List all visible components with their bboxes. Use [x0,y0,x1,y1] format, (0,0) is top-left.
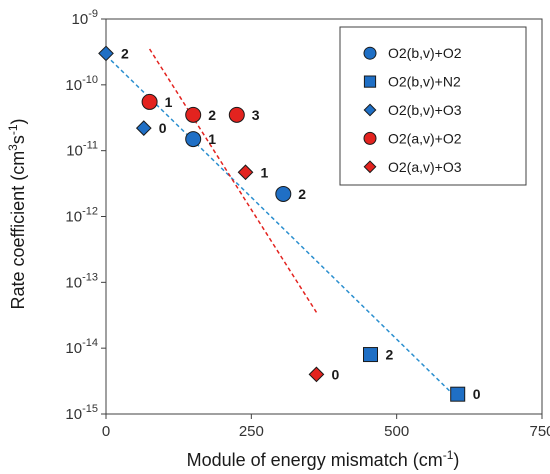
legend-marker [363,46,377,60]
data-point [228,106,245,123]
y-tick-label: 10-13 [65,271,98,291]
point-label: 0 [159,120,167,136]
y-tick-label-base: 10 [65,340,82,357]
data-point [141,93,158,110]
data-point [185,131,202,148]
y-tick-label-base: 10 [65,77,82,94]
point-label: 2 [121,45,129,61]
data-point [98,45,114,62]
y-tick-label-base: 10 [65,209,82,226]
point-label: 2 [208,107,216,123]
legend: O2(b,v)+O2 O2(b,v)+N2 O2(b,v)+O3 O2(a,v)+O2… [339,26,527,186]
y-tick-label: 10-11 [66,140,98,160]
x-tick-label: 500 [384,423,409,440]
y-tick-label: 10-12 [65,206,98,226]
y-axis-title: Rate coefficient (cm3s-1) [6,118,28,309]
legend-marker [363,75,377,88]
y-tick-label-exponent: -10 [82,74,98,86]
x-tick-label: 750 [529,423,550,440]
y-tick-label: 10-9 [72,8,98,28]
y-tick-label-exponent: -12 [82,206,98,218]
legend-label: O2(a,v)+O3 [388,159,462,175]
trend-line [105,54,459,400]
y-tick-label: 10-10 [65,74,98,94]
y-tick-label-exponent: -11 [83,140,98,152]
point-label: 1 [208,131,216,147]
y-tick-label-base: 10 [65,406,82,423]
y-tick-label: 10-14 [65,337,98,357]
data-point [237,164,254,181]
y-tick-label-base: 10 [65,274,82,291]
x-axis-title-tail: ) [453,450,459,470]
y-axis-title-sup2: -1 [6,124,20,135]
y-axis-title-main: Rate coefficient (cm [8,151,28,310]
point-label: 1 [165,94,173,110]
data-point [450,386,466,402]
data-point [308,366,325,383]
point-label: 3 [252,107,260,123]
point-label: 0 [331,366,339,382]
legend-label: O2(b,v)+O2 [388,45,462,61]
y-axis-title-mid: s [8,135,28,144]
legend-marker [363,131,377,145]
y-tick-label-exponent: -15 [82,403,98,415]
point-label: 0 [473,386,481,402]
x-axis-title: Module of energy mismatch (cm-1) [187,448,460,470]
legend-marker [363,160,377,174]
data-point [135,120,152,136]
x-tick-label: 250 [239,423,264,440]
trend-line [148,48,318,313]
data-point [185,106,202,123]
x-tick-label: 0 [102,423,110,440]
point-label: 2 [298,186,306,202]
y-tick-label-base: 10 [66,143,83,160]
legend-label: O2(b,v)+O3 [388,102,462,118]
x-axis-title-main: Module of energy mismatch (cm [187,450,443,470]
data-point [363,347,379,363]
x-axis-title-sup: -1 [443,448,454,462]
y-tick-label: 10-15 [65,403,98,423]
point-label: 2 [386,347,394,363]
y-axis-title-sup1: 3 [6,144,20,151]
data-point [275,185,292,202]
point-label: 1 [261,164,269,180]
y-axis-title-tail: ) [8,118,28,124]
y-tick-label-exponent: -13 [82,271,98,283]
legend-marker [363,103,377,117]
legend-label: O2(b,v)+N2 [388,74,461,90]
y-tick-label-exponent: -14 [82,337,98,349]
y-tick-label-base: 10 [72,11,89,28]
y-tick-label-exponent: -9 [88,8,98,20]
legend-label: O2(a,v)+O2 [388,130,462,146]
